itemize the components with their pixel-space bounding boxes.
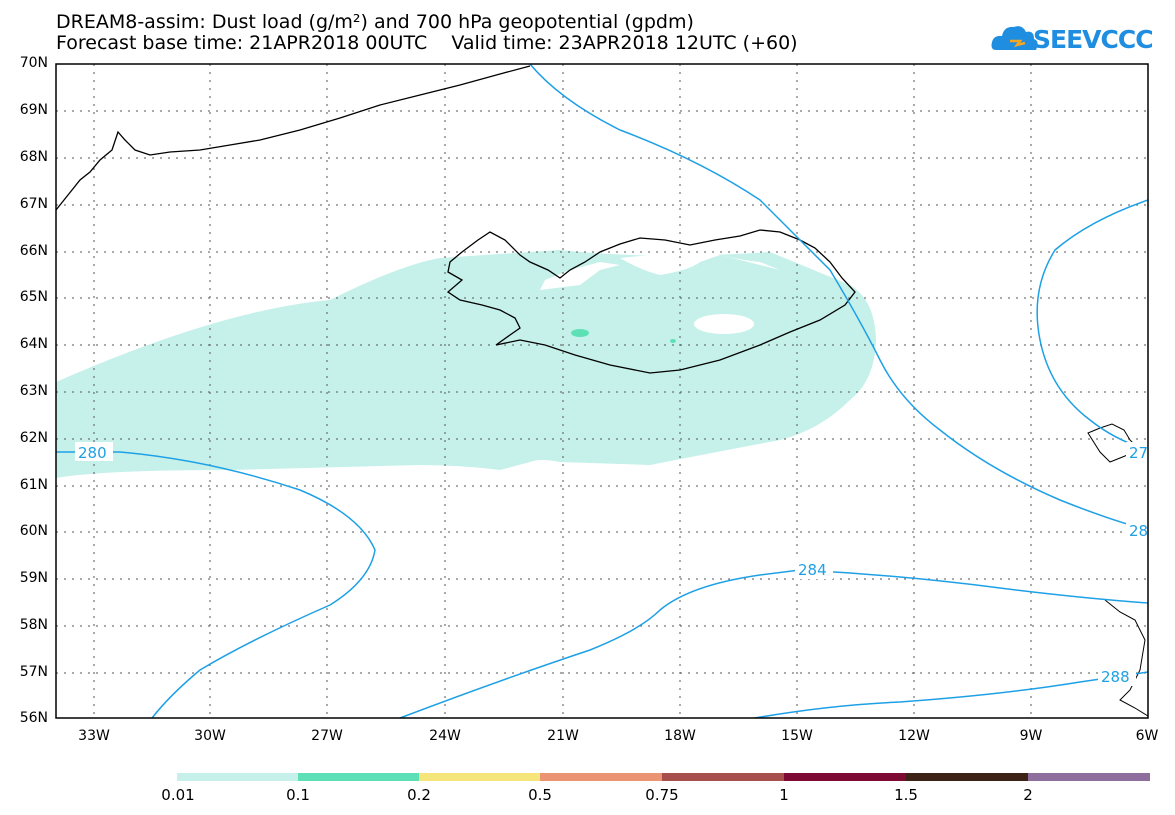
colorbar-label: 1.5 [894,786,918,804]
scotland-coastline [1104,599,1149,717]
map-subtitle: Forecast base time: 21APR2018 00UTC Vali… [56,32,798,54]
cloud-logo-icon [991,26,1038,50]
colorbar-label: 1 [779,786,789,804]
contour-north [529,63,1149,531]
contour-280 [56,451,376,719]
colorbar-label: 0.75 [645,786,679,804]
dust-patch [571,329,589,337]
colorbar-label: 0.1 [286,786,310,804]
lat-label: 62N [19,430,48,446]
iceland-coastline [446,229,856,374]
map-grid [56,64,1148,718]
lat-label: 64N [19,336,48,352]
lon-label: 6W [1135,728,1159,744]
lat-label: 70N [19,55,48,71]
colorbar [177,773,1150,781]
contour-label-28: 28 [1129,522,1148,540]
colorbar-label: 2 [1023,786,1033,804]
lat-label: 65N [19,289,48,305]
plot-frame [55,63,1149,719]
lon-label: 9W [1019,728,1043,744]
contour-288 [754,671,1149,719]
contour-label-288: 288 [1101,668,1130,686]
dust-patch [670,339,676,343]
lat-label: 57N [19,664,48,680]
lat-label: 60N [19,523,48,539]
contour-east [1036,199,1149,451]
greenland-coastline [55,65,531,211]
logo-text: SEEVCCC [1033,25,1154,54]
lat-label: 61N [19,477,48,493]
dust-gap [694,314,754,334]
lat-label: 59N [19,570,48,586]
lon-label: 30W [194,728,226,744]
lat-label: 56N [19,710,48,726]
lat-label: 69N [19,102,48,118]
dust-load-area [56,250,876,478]
lon-label: 18W [664,728,696,744]
colorbar-label: 0.01 [161,786,195,804]
map-title: DREAM8-assim: Dust load (g/m²) and 700 h… [56,11,694,33]
lon-label: 27W [311,728,343,744]
lon-label: 24W [429,728,461,744]
dust-gap [540,262,620,290]
dust-gap [620,250,780,275]
lat-label: 67N [19,196,48,212]
contour-label-27: 27 [1129,444,1148,462]
lat-label: 66N [19,243,48,259]
colorbar-label: 0.5 [528,786,552,804]
geopotential-contours [56,63,1149,719]
lon-label: 21W [547,728,579,744]
lat-label: 68N [19,149,48,165]
colorbar-label: 0.2 [407,786,431,804]
lon-label: 12W [898,728,930,744]
contour-284 [399,569,1149,719]
lon-label: 15W [781,728,813,744]
lon-label: 33W [78,728,110,744]
lat-label: 63N [19,383,48,399]
lat-label: 58N [19,617,48,633]
contour-label-284: 284 [798,561,827,579]
contour-label-280: 280 [78,444,107,462]
